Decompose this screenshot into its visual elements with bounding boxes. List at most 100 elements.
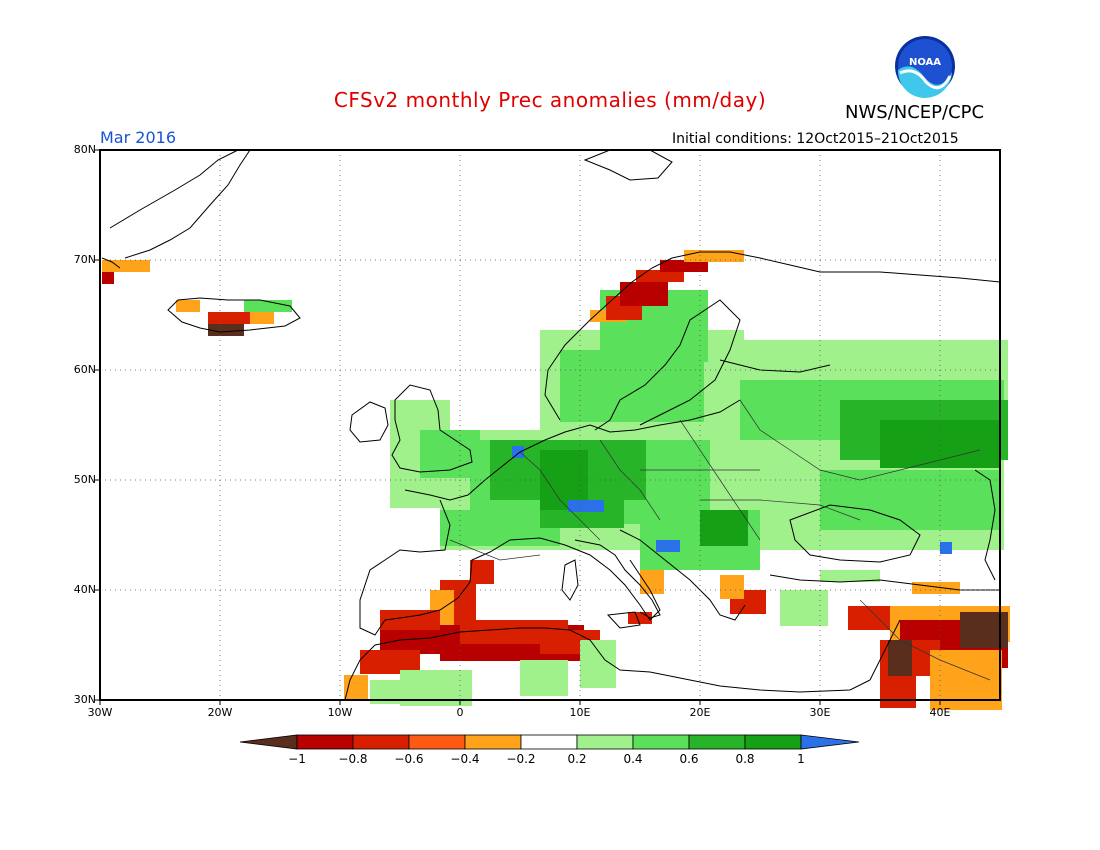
anomaly-cell bbox=[626, 500, 638, 512]
anomaly-cell bbox=[356, 687, 368, 699]
anomaly-cell bbox=[984, 624, 996, 636]
anomaly-cell bbox=[512, 522, 524, 534]
anomaly-cell bbox=[916, 456, 928, 468]
anomaly-cell bbox=[916, 640, 928, 652]
anomaly-cell bbox=[640, 558, 652, 570]
anomaly-cell bbox=[460, 670, 472, 682]
anomaly-cell bbox=[686, 452, 698, 464]
map-frame bbox=[99, 149, 1001, 701]
anomaly-cell bbox=[584, 398, 596, 410]
anomaly-cell bbox=[432, 466, 444, 478]
anomaly-cell bbox=[662, 500, 674, 512]
anomaly-cell bbox=[576, 486, 588, 498]
anomaly-cell bbox=[764, 454, 776, 466]
anomaly-cell bbox=[556, 672, 568, 684]
anomaly-cell bbox=[768, 352, 780, 364]
anomaly-cell bbox=[402, 472, 414, 484]
anomaly-cell bbox=[500, 510, 512, 522]
anomaly-cell bbox=[856, 506, 868, 518]
anomaly-cell bbox=[402, 436, 414, 448]
anomaly-cell bbox=[942, 674, 954, 686]
anomaly-cell bbox=[502, 476, 514, 488]
anomaly-cell bbox=[940, 482, 952, 494]
anomaly-cell bbox=[856, 518, 868, 530]
anomaly-cell bbox=[596, 362, 608, 374]
anomaly-cell bbox=[804, 590, 816, 602]
anomaly-cell bbox=[832, 458, 844, 470]
anomaly-cell bbox=[502, 452, 514, 464]
anomaly-cell bbox=[720, 250, 732, 262]
anomaly-cell bbox=[432, 442, 444, 454]
anomaly-cell bbox=[968, 538, 980, 550]
anomaly-cell bbox=[390, 412, 402, 424]
anomaly-cell bbox=[732, 352, 744, 364]
anomaly-cell bbox=[580, 500, 592, 512]
anomaly-cell bbox=[220, 312, 232, 324]
anomaly-cell bbox=[680, 386, 692, 398]
anomaly-cell bbox=[820, 570, 832, 582]
anomaly-cell bbox=[686, 476, 698, 488]
anomaly-cell bbox=[440, 637, 452, 649]
anomaly-cell bbox=[564, 450, 576, 462]
anomaly-cell bbox=[390, 460, 402, 472]
anomaly-cell bbox=[600, 426, 612, 438]
anomaly-cell bbox=[864, 400, 876, 412]
anomaly-cell bbox=[740, 478, 752, 490]
anomaly-cell bbox=[742, 590, 754, 602]
anomaly-cell bbox=[524, 522, 536, 534]
anomaly-cell bbox=[560, 410, 572, 422]
anomaly-cell bbox=[724, 534, 736, 546]
anomaly-cell bbox=[520, 660, 532, 672]
anomaly-cell bbox=[938, 606, 950, 618]
anomaly-cell bbox=[950, 606, 962, 618]
anomaly-cell bbox=[564, 516, 576, 528]
anomaly-cell bbox=[472, 620, 484, 632]
anomaly-cell bbox=[892, 506, 904, 518]
anomaly-cell bbox=[634, 440, 646, 452]
anomaly-cell bbox=[416, 630, 428, 642]
anomaly-cell bbox=[644, 294, 656, 306]
anomaly-cell bbox=[740, 392, 752, 404]
anomaly-cell bbox=[428, 630, 440, 642]
anomaly-cell bbox=[940, 506, 952, 518]
anomaly-cell bbox=[440, 649, 452, 661]
anomaly-cell bbox=[780, 340, 792, 352]
anomaly-cell bbox=[488, 649, 500, 661]
colorbar-segment bbox=[800, 734, 860, 750]
anomaly-cell bbox=[668, 410, 680, 422]
anomaly-cell bbox=[976, 482, 988, 494]
agency-label: NWS/NCEP/CPC bbox=[845, 102, 985, 123]
anomaly-cell bbox=[696, 302, 708, 314]
anomaly-cell bbox=[564, 462, 576, 474]
anomaly-cell bbox=[400, 670, 412, 682]
anomaly-cell bbox=[916, 350, 928, 362]
anomaly-cell bbox=[526, 464, 538, 476]
anomaly-cell bbox=[250, 312, 262, 324]
anomaly-cell bbox=[648, 326, 660, 338]
lat-label-60n: 60N bbox=[73, 363, 96, 376]
anomaly-cell bbox=[452, 490, 464, 502]
anomaly-cell bbox=[712, 558, 724, 570]
anomaly-cell bbox=[892, 684, 904, 696]
anomaly-cell bbox=[508, 620, 520, 632]
anomaly-cell bbox=[576, 462, 588, 474]
anomaly-cell bbox=[992, 380, 1004, 392]
anomaly-cell bbox=[490, 476, 502, 488]
anomaly-cell bbox=[940, 420, 952, 432]
anomaly-cell bbox=[620, 410, 632, 422]
anomaly-cell bbox=[660, 326, 672, 338]
anomaly-cell bbox=[520, 632, 532, 644]
colorbar-segment bbox=[576, 734, 634, 750]
anomaly-cell bbox=[800, 380, 812, 392]
anomaly-cell bbox=[700, 546, 712, 558]
anomaly-cell bbox=[692, 386, 704, 398]
anomaly-cell bbox=[788, 490, 800, 502]
anomaly-cell bbox=[494, 500, 506, 512]
anomaly-cell bbox=[936, 340, 948, 352]
anomaly-cell bbox=[754, 590, 766, 602]
anomaly-cell bbox=[744, 352, 756, 364]
colorbar-segment bbox=[632, 734, 690, 750]
anomaly-cell bbox=[688, 558, 700, 570]
anomaly-cell bbox=[552, 330, 564, 342]
anomaly-cell bbox=[402, 424, 414, 436]
